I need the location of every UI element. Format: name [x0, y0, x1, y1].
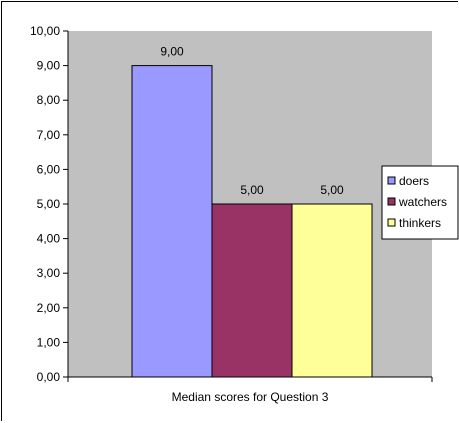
data-label-doers: 9,00: [160, 45, 184, 59]
data-label-watchers: 5,00: [240, 183, 264, 197]
legend-label-watchers: watchers: [398, 195, 447, 209]
bar-doers: [131, 65, 213, 378]
y-tick-label: 9,00: [37, 59, 61, 73]
y-tick-label: 3,00: [37, 266, 61, 280]
legend-label-thinkers: thinkers: [399, 216, 441, 230]
y-tick-label: 10,00: [30, 24, 60, 38]
y-tick-label: 6,00: [37, 162, 61, 176]
bars: [131, 65, 373, 378]
y-tick-label: 0,00: [37, 370, 61, 384]
legend-swatch-doers: [387, 176, 396, 185]
y-tick-label: 8,00: [37, 93, 61, 107]
legend-label-doers: doers: [399, 174, 429, 188]
bar-watchers: [211, 203, 293, 378]
y-tick-label: 5,00: [37, 197, 61, 211]
category-label: Median scores for Question 3: [172, 390, 329, 404]
data-labels: 9,00 5,00 5,00: [160, 45, 344, 197]
y-tick-label: 2,00: [37, 301, 61, 315]
y-tick-label: 7,00: [37, 128, 61, 142]
y-tick-label: 1,00: [37, 335, 61, 349]
bar-thinkers: [291, 203, 373, 378]
y-axis: 0,00 1,00 2,00 3,00 4,00 5,00 6,00 7,00 8,00 9,00…: [30, 24, 433, 384]
legend: doers watchers thinkers: [381, 165, 459, 240]
data-label-thinkers: 5,00: [320, 183, 344, 197]
legend-swatch-watchers: [387, 197, 396, 206]
legend-swatch-thinkers: [387, 218, 396, 227]
y-tick-label: 4,00: [37, 232, 61, 246]
